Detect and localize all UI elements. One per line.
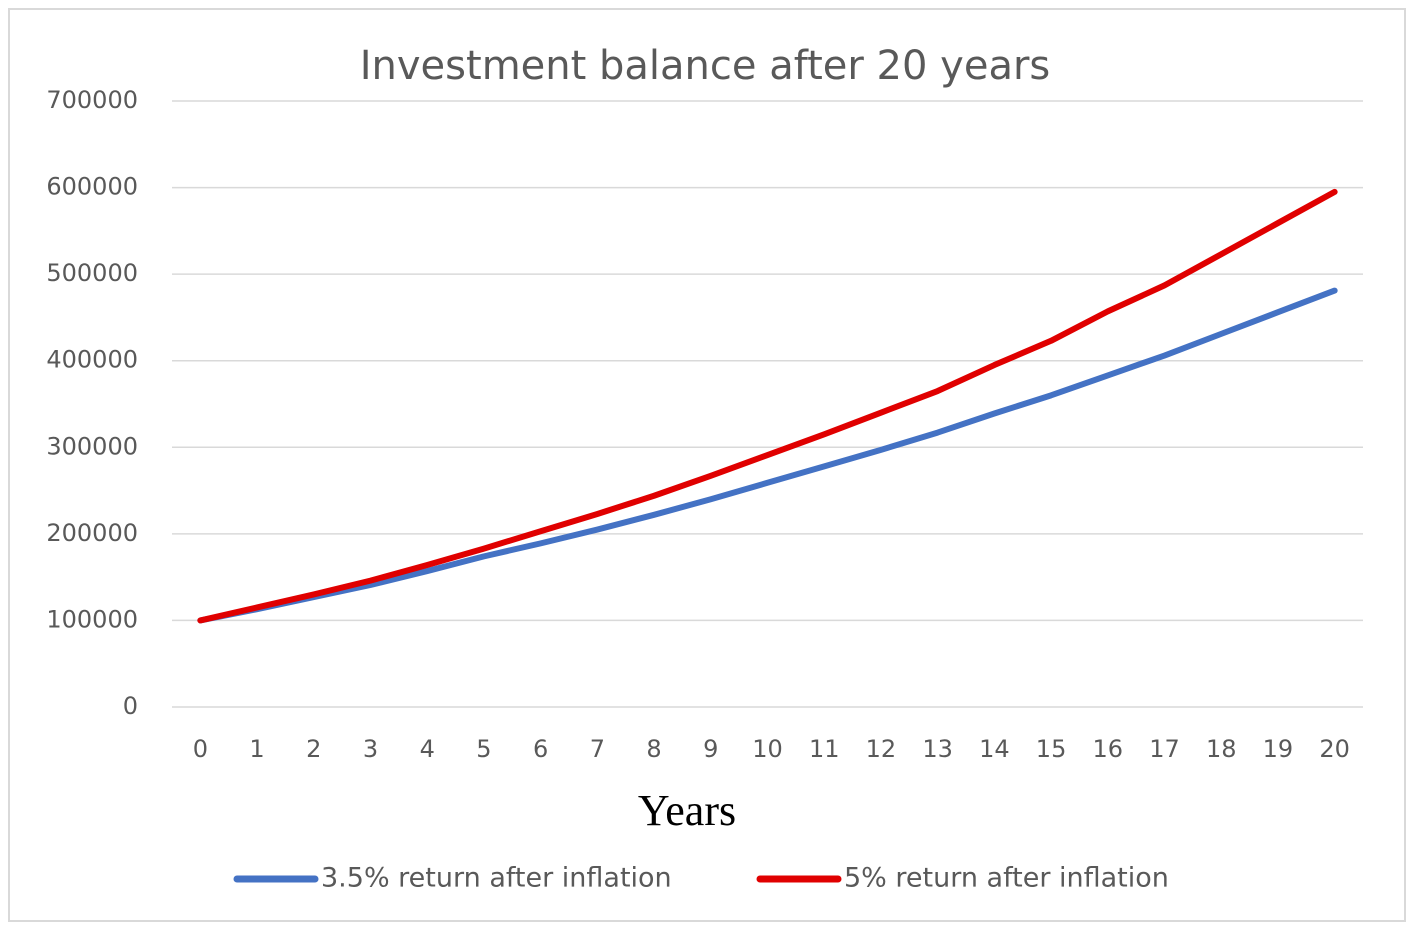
y-tick-label: 700000 <box>46 86 138 114</box>
x-tick-label: 0 <box>193 735 208 763</box>
x-tick-label: 13 <box>922 735 953 763</box>
x-tick-label: 6 <box>533 735 548 763</box>
x-tick-label: 2 <box>306 735 321 763</box>
y-tick-label: 100000 <box>46 605 138 633</box>
y-tick-label: 500000 <box>46 259 138 287</box>
chart-title: Investment balance after 20 years <box>360 43 1051 89</box>
x-tick-label: 11 <box>809 735 840 763</box>
x-tick-label: 3 <box>363 735 378 763</box>
x-tick-label: 17 <box>1149 735 1180 763</box>
x-tick-label: 16 <box>1093 735 1124 763</box>
series-line <box>197 188 1338 624</box>
x-tick-label: 18 <box>1206 735 1237 763</box>
y-tick-label: 200000 <box>46 519 138 547</box>
legend-label: 3.5% return after inflation <box>321 863 672 894</box>
x-tick-label: 20 <box>1319 735 1350 763</box>
x-axis-label: Years <box>638 786 736 835</box>
x-tick-label: 10 <box>752 735 783 763</box>
series-line <box>197 287 1338 624</box>
x-tick-label: 14 <box>979 735 1010 763</box>
x-tick-label: 7 <box>590 735 605 763</box>
x-tick-label: 1 <box>249 735 264 763</box>
legend-label: 5% return after inflation <box>844 863 1169 894</box>
x-tick-label: 9 <box>703 735 718 763</box>
x-tick-label: 5 <box>476 735 491 763</box>
y-tick-label: 0 <box>123 692 138 720</box>
y-tick-label: 400000 <box>46 346 138 374</box>
x-tick-label: 19 <box>1263 735 1294 763</box>
x-tick-label: 12 <box>866 735 897 763</box>
y-tick-label: 300000 <box>46 432 138 460</box>
y-tick-label: 600000 <box>46 173 138 201</box>
x-tick-label: 4 <box>420 735 435 763</box>
x-tick-label: 15 <box>1036 735 1067 763</box>
chart-frame <box>8 8 1406 922</box>
x-tick-label: 8 <box>646 735 661 763</box>
